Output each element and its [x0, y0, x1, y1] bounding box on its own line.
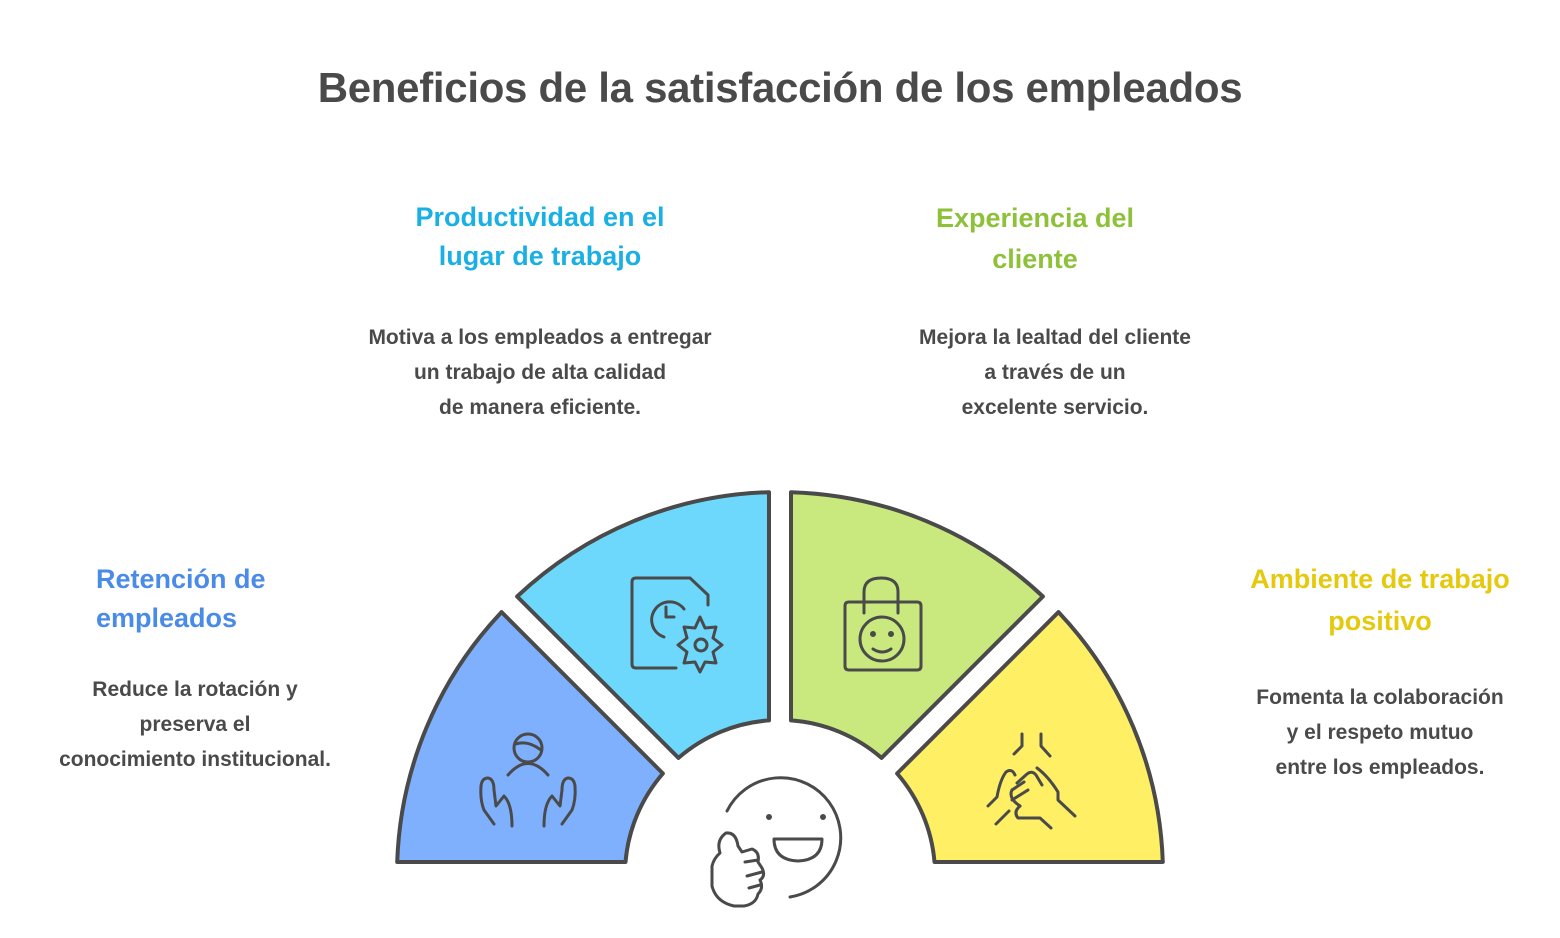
customer-description: Mejora la lealtad del cliente a través d…	[919, 326, 1191, 419]
holding-hands-icon	[986, 732, 1077, 830]
environment-segment	[895, 610, 1165, 864]
document-clock-gear-icon	[630, 576, 724, 674]
page-title: Beneficios de la satisfacción de los emp…	[317, 64, 1243, 111]
environment-heading: Ambiente de trabajo positivo	[1250, 564, 1510, 636]
environment-block: Ambiente de trabajo positivo Fomenta la …	[1220, 558, 1540, 785]
retention-segment	[395, 610, 665, 864]
retention-description: Reduce la rotación y preserva el conocim…	[59, 678, 331, 771]
retention-heading: Retención de empleados	[96, 564, 266, 633]
environment-description: Fomenta la colaboración y el respeto mut…	[1256, 686, 1504, 779]
customer-heading: Experiencia del cliente	[935, 203, 1135, 274]
customer-segment	[789, 490, 1045, 760]
productivity-description: Motiva a los empleados a entregar un tra…	[368, 326, 712, 419]
customer-block: Experiencia del cliente Mejora la lealta…	[890, 198, 1220, 425]
retention-block: Retención de empleados Reduce la rotació…	[40, 560, 350, 777]
productivity-segment	[515, 490, 771, 760]
shopping-bag-smiley-icon	[843, 576, 923, 672]
smiley-thumbs-up-icon	[710, 776, 843, 908]
productivity-block: Productividad en el lugar de trabajo Mot…	[340, 198, 740, 425]
productivity-heading: Productividad en el lugar de trabajo	[415, 202, 665, 271]
caring-hands-person-icon	[479, 732, 577, 828]
